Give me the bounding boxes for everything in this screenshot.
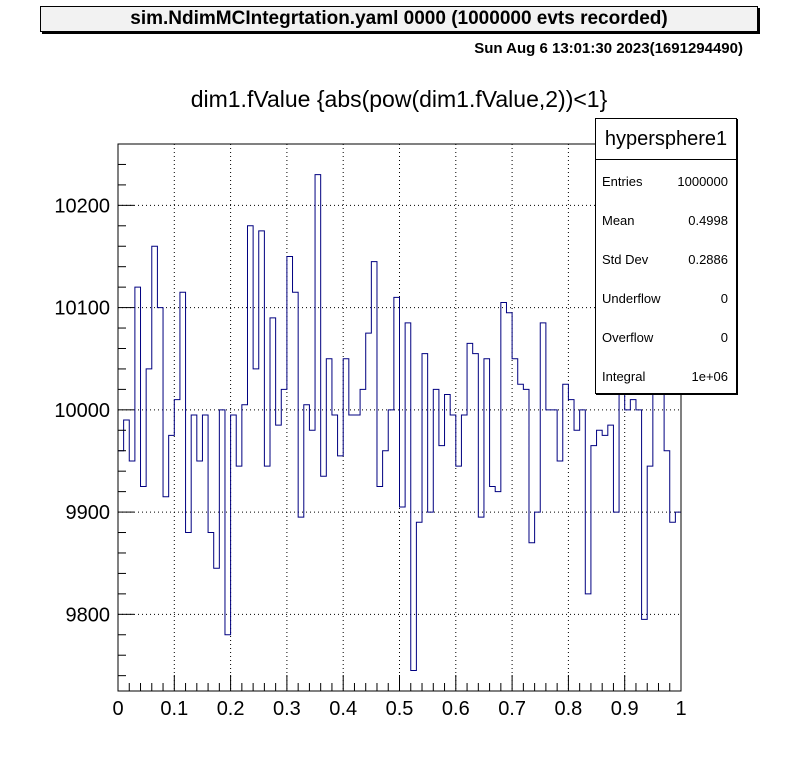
stats-label: Overflow	[602, 330, 654, 345]
x-tick-label: 0	[112, 698, 123, 720]
stats-row-overflow: Overflow 0	[596, 316, 736, 355]
stats-value: 0.2886	[688, 252, 728, 267]
x-tick-label: 0.6	[442, 698, 470, 720]
stats-value: 1000000	[677, 174, 728, 189]
y-tick-label: 9800	[66, 604, 111, 626]
x-tick-label: 0.3	[273, 698, 301, 720]
stats-row-std-dev: Std Dev 0.2886	[596, 238, 736, 277]
histogram-series-line	[117, 174, 682, 691]
y-tick-label: 10000	[54, 400, 110, 422]
stats-label: Entries	[602, 174, 643, 189]
stats-value: 0	[720, 291, 728, 306]
stats-row-entries: Entries 1000000	[596, 160, 736, 199]
stats-value: 0	[720, 330, 728, 345]
x-tick-label: 0.9	[611, 698, 639, 720]
stats-label: Underflow	[602, 291, 661, 306]
x-tick-label: 0.5	[386, 698, 414, 720]
y-tick-label: 10100	[54, 298, 110, 320]
stats-label: Mean	[602, 213, 635, 228]
y-tick-label: 10200	[54, 195, 110, 217]
stats-label: Std Dev	[602, 252, 649, 267]
x-tick-label: 0.4	[329, 698, 357, 720]
stats-box-title: hypersphere1	[596, 119, 736, 160]
stats-value: 0.4998	[688, 213, 728, 228]
x-tick-label: 0.7	[498, 698, 526, 720]
x-tick-label: 1	[675, 698, 686, 720]
y-tick-label: 9900	[66, 502, 111, 524]
stats-row-integral: Integral 1e+06	[596, 355, 736, 394]
file-title: sim.NdimMCIntegrtation.yaml 0000 (100000…	[130, 8, 668, 29]
plot-title: dim1.fValue {abs(pow(dim1.fValue,2))<1}	[190, 86, 608, 112]
stats-row-mean: Mean 0.4998	[596, 199, 736, 238]
file-title-box: sim.NdimMCIntegrtation.yaml 0000 (100000…	[40, 6, 758, 32]
stats-box: hypersphere1 Entries 1000000 Mean 0.4998…	[595, 118, 737, 394]
datestamp: Sun Aug 6 13:01:30 2023(1691294490)	[474, 40, 743, 57]
x-tick-label: 0.8	[554, 698, 582, 720]
stats-value: 1e+06	[691, 369, 728, 384]
x-tick-label: 0.2	[217, 698, 245, 720]
stats-row-underflow: Underflow 0	[596, 277, 736, 316]
x-tick-label: 0.1	[160, 698, 188, 720]
stats-label: Integral	[602, 369, 646, 384]
